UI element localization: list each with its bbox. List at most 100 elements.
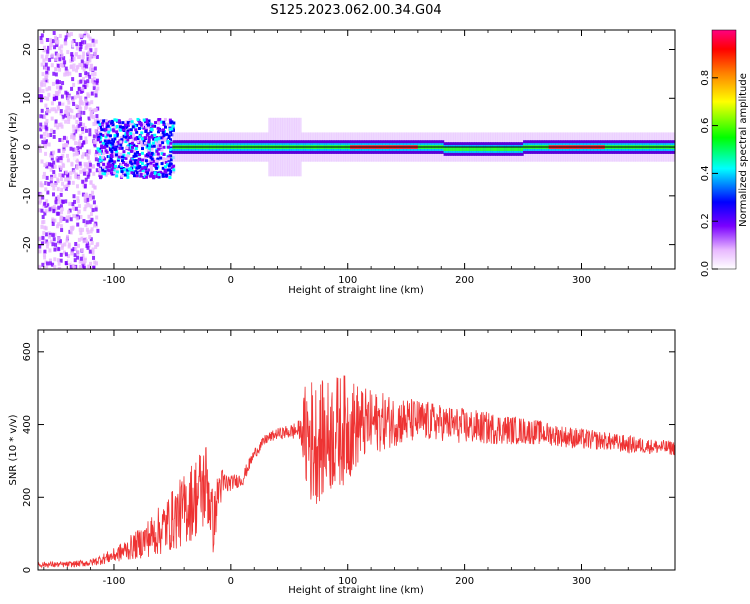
heatmap-cell xyxy=(172,164,176,168)
heatmap-cell xyxy=(162,152,166,156)
heatmap-cell xyxy=(138,164,142,168)
heatmap-cell xyxy=(54,51,58,56)
heatmap-cell xyxy=(62,146,66,151)
heatmap-cell xyxy=(476,147,480,151)
x-tick-label: -100 xyxy=(103,275,126,286)
y-tick-label: 400 xyxy=(22,415,33,434)
heatmap-cell xyxy=(80,127,84,132)
heatmap-cell xyxy=(124,156,128,160)
heatmap-cell xyxy=(44,62,48,67)
heatmap-cell xyxy=(133,171,137,175)
heatmap-cell xyxy=(140,137,144,141)
heatmap-cell xyxy=(59,204,63,209)
heatmap-cell xyxy=(127,121,131,125)
heatmap-cell xyxy=(68,261,72,266)
heatmap-cell xyxy=(132,171,136,175)
heatmap-cell xyxy=(42,131,46,136)
heatmap-cell xyxy=(90,217,94,222)
colorbar-tick-label: 0.8 xyxy=(700,70,711,86)
heatmap-cell xyxy=(79,100,83,105)
heatmap-cell xyxy=(169,143,173,147)
heatmap-cell xyxy=(47,86,51,91)
y-tick-label: 20 xyxy=(22,43,33,56)
heatmap-cell xyxy=(103,121,107,125)
heatmap-cell xyxy=(86,162,90,167)
heatmap-cell xyxy=(159,136,163,140)
heatmap-cell xyxy=(172,168,176,172)
heatmap-cell xyxy=(69,146,73,151)
heatmap-cell xyxy=(66,32,70,37)
heatmap-cell xyxy=(126,123,130,127)
heatmap-cell xyxy=(161,128,165,132)
heatmap-cell xyxy=(91,250,95,255)
heatmap-cell xyxy=(79,62,83,67)
heatmap-cell xyxy=(82,171,86,176)
heatmap-cell xyxy=(131,132,135,136)
heatmap-cell xyxy=(78,119,82,124)
heatmap-cell xyxy=(126,172,130,176)
heatmap-cell xyxy=(120,155,124,159)
heatmap-cell xyxy=(116,158,120,162)
x-tick-label: 100 xyxy=(338,275,357,286)
heatmap-cell xyxy=(140,161,144,165)
heatmap-cell xyxy=(95,80,99,85)
heatmap-cell xyxy=(71,96,75,101)
heatmap-cell xyxy=(84,223,88,228)
heatmap-cell xyxy=(118,165,122,169)
heatmap-cell xyxy=(92,115,96,120)
heatmap-cell xyxy=(83,207,87,212)
heatmap-cell xyxy=(98,176,102,180)
heatmap-cell xyxy=(152,136,156,140)
heatmap-cell xyxy=(65,127,69,132)
heatmap-cell xyxy=(133,124,137,128)
heatmap-cell xyxy=(40,54,44,59)
heatmap-cell xyxy=(122,150,126,154)
heatmap-cell xyxy=(89,194,93,199)
heatmap-cell xyxy=(86,60,90,65)
heatmap-cell xyxy=(108,148,112,152)
heatmap-cell xyxy=(74,68,78,73)
heatmap-cell xyxy=(59,210,63,215)
heatmap-cell xyxy=(56,187,60,192)
heatmap-cell xyxy=(52,107,56,112)
heatmap-cell xyxy=(81,101,85,106)
heatmap-cell xyxy=(42,174,46,179)
heatmap-cell xyxy=(122,137,126,141)
heatmap-cell xyxy=(147,168,151,172)
heatmap-cell xyxy=(58,67,62,72)
heatmap-cell xyxy=(44,125,48,130)
heatmap-cell xyxy=(88,74,92,79)
heatmap-cell xyxy=(84,98,88,103)
heatmap-cell xyxy=(110,138,114,142)
heatmap-cell xyxy=(42,240,46,245)
heatmap-cell xyxy=(79,264,83,269)
heatmap-cell xyxy=(131,125,135,129)
heatmap-cell xyxy=(105,144,109,148)
heatmap-cell xyxy=(71,57,75,62)
heatmap-cell xyxy=(89,261,93,266)
heatmap-cell xyxy=(58,101,62,106)
heatmap-cell xyxy=(95,114,99,119)
heatmap-cell xyxy=(490,147,494,151)
heatmap-cell xyxy=(78,142,82,147)
heatmap-cell xyxy=(450,147,454,151)
heatmap-cell xyxy=(86,149,90,154)
heatmap-cell xyxy=(125,161,129,165)
heatmap-cell xyxy=(39,127,43,132)
heatmap-cell xyxy=(71,124,75,129)
heatmap-cell xyxy=(164,168,168,172)
heatmap-cell xyxy=(45,244,49,249)
heatmap-cell xyxy=(156,157,160,161)
heatmap-cell xyxy=(59,252,63,257)
heatmap-cell xyxy=(133,174,137,178)
heatmap-cell xyxy=(64,35,68,40)
heatmap-cell xyxy=(58,173,62,178)
heatmap-cell xyxy=(122,153,126,157)
x-tick-label: 0 xyxy=(228,275,234,286)
heatmap-cell xyxy=(79,44,83,49)
heatmap-cell xyxy=(74,206,78,211)
heatmap-cell xyxy=(55,40,59,45)
heatmap-cell xyxy=(54,242,58,247)
heatmap-cell xyxy=(87,142,91,147)
heatmap-cell xyxy=(42,142,46,147)
